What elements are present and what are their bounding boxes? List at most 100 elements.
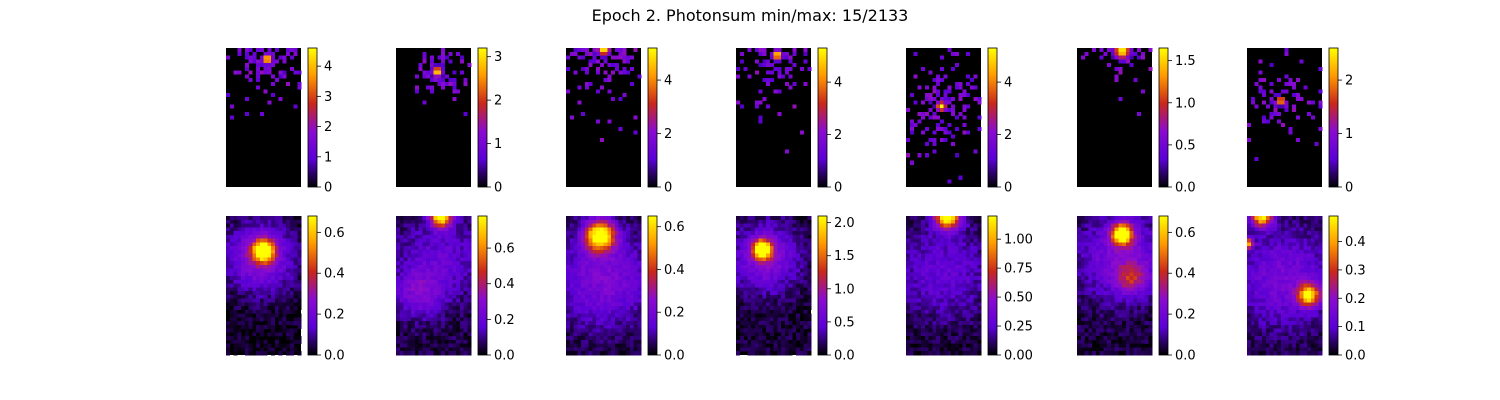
- heatmap-cell: [917, 306, 921, 310]
- heatmap-cell: [751, 317, 755, 321]
- heatmap-cell: [445, 242, 449, 246]
- heatmap-cell: [585, 347, 589, 351]
- heatmap-cell: [256, 306, 260, 310]
- heatmap-cell: [419, 265, 423, 269]
- heatmap-cell: [800, 276, 804, 280]
- heatmap-cell: [279, 250, 283, 254]
- heatmap-cell: [955, 336, 959, 340]
- heatmap-cell: [1088, 246, 1092, 250]
- heatmap-cell: [282, 325, 286, 329]
- heatmap-cell: [962, 276, 966, 280]
- heatmap-cell: [977, 257, 981, 261]
- heatmap-cell: [600, 239, 604, 243]
- heatmap-cell: [940, 261, 944, 265]
- heatmap-cell: [445, 216, 449, 220]
- heatmap-cell: [267, 284, 271, 288]
- heatmap-cell: [615, 276, 619, 280]
- heatmap-cell: [1145, 295, 1149, 299]
- heatmap-cell: [256, 310, 260, 314]
- heatmap-cell: [910, 257, 914, 261]
- heatmap-cell: [574, 280, 578, 284]
- heatmap-cell: [781, 299, 785, 303]
- heatmap-cell: [1077, 272, 1081, 276]
- heatmap-cell: [604, 314, 608, 318]
- heatmap-cell: [581, 227, 585, 231]
- heatmap-cell: [777, 291, 781, 295]
- heatmap-cell: [611, 250, 615, 254]
- heatmap-cell: [1100, 299, 1104, 303]
- heatmap-cell: [951, 239, 955, 243]
- heatmap-cell: [637, 295, 641, 299]
- heatmap-cell: [264, 220, 268, 224]
- heatmap-cell: [456, 347, 460, 351]
- heatmap-cell: [1137, 299, 1141, 303]
- heatmap-cell: [951, 287, 955, 291]
- heatmap-cell: [249, 216, 253, 220]
- heatmap-cell: [260, 250, 264, 254]
- heatmap-cell: [940, 332, 944, 336]
- heatmap-cell: [279, 220, 283, 224]
- heatmap-cell: [464, 299, 468, 303]
- heatmap-cell: [966, 344, 970, 348]
- heatmap-cell: [230, 306, 234, 310]
- heatmap-cell: [1122, 284, 1126, 288]
- heatmap-cell: [966, 269, 970, 273]
- heatmap-cell: [1103, 284, 1107, 288]
- heatmap-cell: [1133, 78, 1137, 82]
- heatmap-cell: [426, 276, 430, 280]
- heatmap-cell: [955, 246, 959, 250]
- heatmap-cell: [1096, 272, 1100, 276]
- heatmap-cell: [445, 276, 449, 280]
- heatmap-cell: [974, 254, 978, 258]
- heatmap-cell: [747, 48, 751, 52]
- heatmap-cell: [1092, 224, 1096, 228]
- heatmap-cell: [634, 231, 638, 235]
- heatmap-cell: [422, 265, 426, 269]
- heatmap-cell: [419, 227, 423, 231]
- heatmap-cell: [256, 299, 260, 303]
- heatmap-cell: [1096, 269, 1100, 273]
- heatmap-cell: [630, 329, 634, 333]
- heatmap-cell: [290, 246, 294, 250]
- heatmap-cell: [966, 216, 970, 220]
- heatmap-cell: [449, 59, 453, 63]
- heatmap-cell: [581, 317, 585, 321]
- heatmap-cell: [441, 250, 445, 254]
- heatmap-cell: [796, 235, 800, 239]
- heatmap-cell: [800, 254, 804, 258]
- heatmap-cell: [1137, 284, 1141, 288]
- heatmap-cell: [619, 280, 623, 284]
- heatmap-cell: [974, 239, 978, 243]
- heatmap-cell: [267, 242, 271, 246]
- heatmap-cell: [585, 314, 589, 318]
- heatmap-cell: [1133, 220, 1137, 224]
- heatmap-cell: [566, 242, 570, 246]
- heatmap-cell: [574, 71, 578, 75]
- heatmap-cell: [921, 325, 925, 329]
- heatmap-cell: [441, 216, 445, 220]
- heatmap-cell: [415, 269, 419, 273]
- heatmap-cell: [800, 272, 804, 276]
- heatmap-cell: [736, 265, 740, 269]
- heatmap-cell: [585, 52, 589, 56]
- heatmap-cell: [396, 250, 400, 254]
- heatmap-cell: [577, 287, 581, 291]
- heatmap-cell: [1092, 314, 1096, 318]
- heatmap-cell: [736, 269, 740, 273]
- heatmap-cell: [589, 231, 593, 235]
- heatmap-cell: [755, 284, 759, 288]
- heatmap-cell: [441, 276, 445, 280]
- heatmap-cell: [1122, 321, 1126, 325]
- heatmap-cell: [449, 347, 453, 351]
- heatmap-cell: [600, 220, 604, 224]
- heatmap-cell: [955, 314, 959, 318]
- heatmap-cell: [619, 317, 623, 321]
- heatmap-cell: [1107, 220, 1111, 224]
- heatmap-cell: [974, 86, 978, 90]
- heatmap-cell: [781, 231, 785, 235]
- heatmap-cell: [252, 56, 256, 60]
- heatmap-cell: [264, 284, 268, 288]
- heatmap-cell: [290, 329, 294, 333]
- heatmap-cell: [925, 284, 929, 288]
- heatmap-cell: [600, 276, 604, 280]
